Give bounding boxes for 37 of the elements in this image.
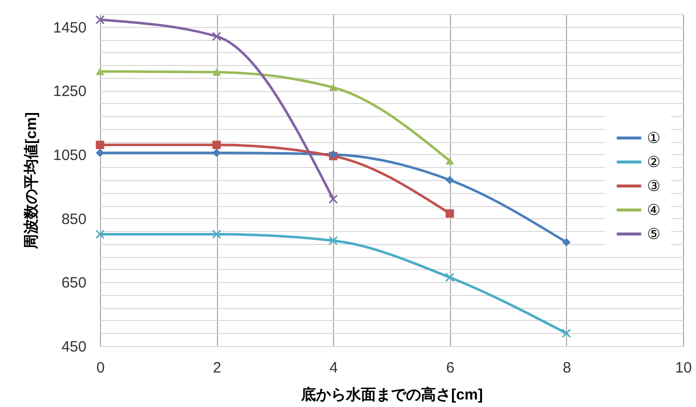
point — [212, 32, 222, 41]
y-axis-title: 周波数の平均値[cm] — [23, 112, 40, 250]
legend-label: ② — [647, 154, 660, 171]
point — [562, 238, 571, 246]
point — [329, 84, 338, 92]
point — [562, 328, 572, 338]
point — [445, 272, 454, 282]
y-tick-label: 850 — [61, 210, 86, 228]
y-tick-label: 1050 — [53, 146, 86, 164]
point — [446, 176, 454, 184]
point — [96, 148, 104, 158]
legend-label: ④ — [647, 202, 660, 219]
point — [446, 157, 454, 164]
point — [328, 194, 338, 204]
x-tick-label: 10 — [675, 360, 692, 376]
point — [95, 15, 105, 24]
y-tick-label: 650 — [61, 274, 86, 292]
x-tick-label: 2 — [212, 360, 222, 376]
legend-label: ③ — [647, 178, 660, 195]
point — [212, 68, 221, 76]
point — [96, 140, 104, 150]
point — [95, 230, 105, 239]
point — [446, 209, 454, 218]
x-axis-title: 底から水面までの高さ[cm] — [300, 386, 483, 404]
y-tick-label: 450 — [61, 338, 86, 356]
y-tick-label: 1450 — [53, 19, 86, 36]
y-tick-label: 1250 — [53, 83, 86, 100]
x-tick-label: 4 — [330, 360, 338, 376]
x-tick-label: 6 — [446, 360, 454, 376]
point — [212, 230, 222, 239]
legend-label: ① — [647, 130, 660, 147]
point — [328, 236, 338, 246]
x-tick-label: 8 — [562, 360, 572, 376]
point — [96, 68, 104, 76]
legend-label: ⑤ — [647, 226, 660, 243]
point — [212, 140, 221, 150]
x-tick-label: 0 — [96, 360, 105, 376]
